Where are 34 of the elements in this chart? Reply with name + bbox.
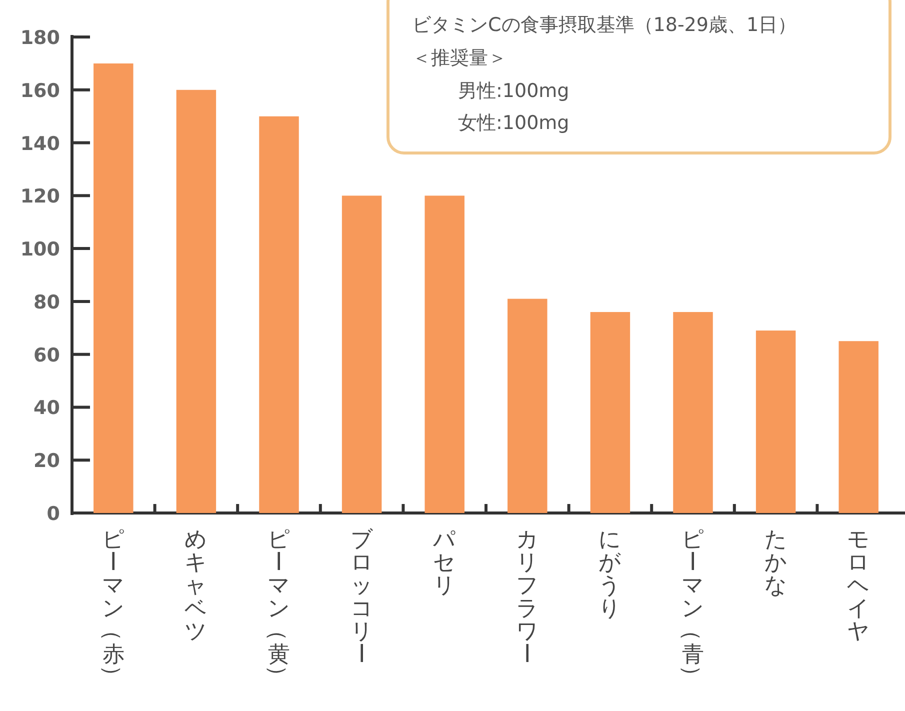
y-tick-label: 0 xyxy=(46,503,60,525)
bar xyxy=(259,116,299,513)
annotation: 男性:100mg xyxy=(458,80,570,102)
bar xyxy=(756,330,796,513)
x-tick-label: ピーマン（青） xyxy=(678,527,704,687)
bar xyxy=(508,298,548,513)
bar xyxy=(590,312,630,513)
y-tick-label: 80 xyxy=(34,291,60,314)
bar xyxy=(673,312,713,513)
y-tick-label: 180 xyxy=(20,27,60,49)
y-tick-label: 60 xyxy=(34,344,60,366)
x-tick-label: モロヘイヤ xyxy=(847,527,870,644)
x-tick-label: めキャベツ xyxy=(184,527,208,644)
x-tick-label: カリフラワー xyxy=(513,527,539,664)
bar xyxy=(838,341,878,513)
x-tick-label: たかな xyxy=(764,527,788,598)
y-tick-label: 100 xyxy=(20,238,60,261)
annotation: ビタミンCの食事摂取基準（18-29歳、1日） xyxy=(412,14,797,36)
bar xyxy=(94,63,134,513)
y-tick-label: 20 xyxy=(34,450,60,472)
annotation: ＜推奨量＞ xyxy=(412,47,507,69)
bar xyxy=(342,196,382,513)
y-tick-label: 120 xyxy=(20,186,60,208)
annotation: 女性:100mg xyxy=(458,112,570,134)
x-tick-label: ブロッコリー xyxy=(347,527,374,664)
x-tick-label: ピーマン（赤） xyxy=(99,527,125,687)
y-tick-label: 40 xyxy=(34,397,60,420)
bar xyxy=(176,90,216,513)
x-tick-label: パセリ xyxy=(432,527,456,598)
x-tick-label: にがうり xyxy=(598,527,622,622)
x-tick-label: ピーマン（黄） xyxy=(264,527,290,687)
y-tick-label: 160 xyxy=(20,80,60,102)
y-tick-label: 140 xyxy=(20,132,60,155)
bar xyxy=(424,196,464,513)
